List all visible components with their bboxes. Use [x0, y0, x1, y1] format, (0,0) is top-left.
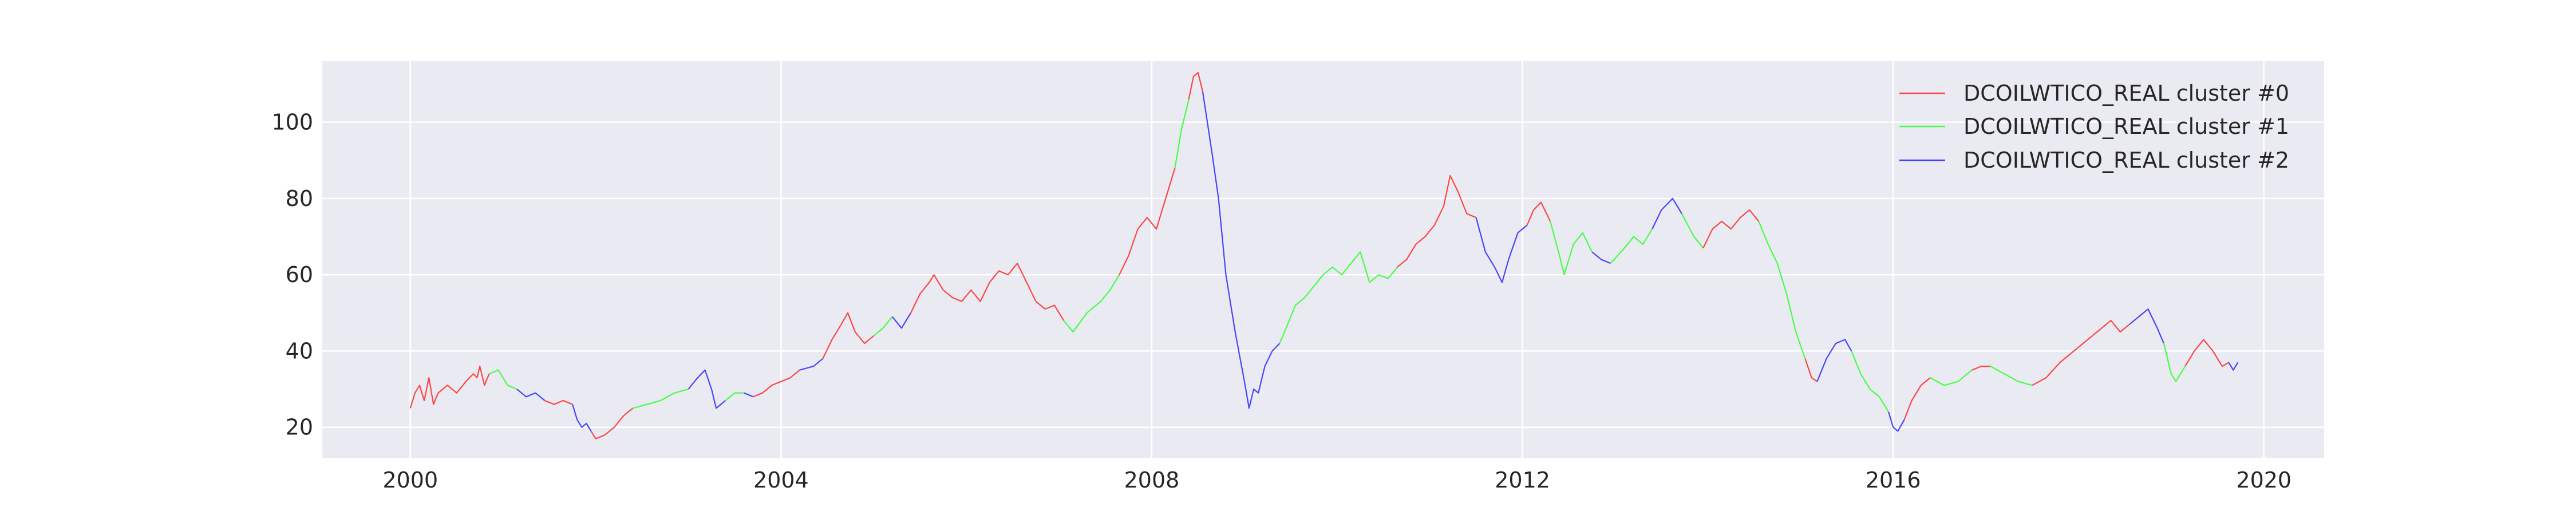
series-line-cluster-0 — [1526, 201, 1551, 225]
series-line-cluster-0 — [822, 312, 874, 359]
series-line-cluster-0 — [544, 399, 573, 405]
series-line-cluster-1 — [633, 389, 689, 409]
x-tick-label: 2008 — [1124, 468, 1180, 493]
series-line-cluster-2 — [1652, 197, 1682, 229]
legend-label-cluster-0: DCOILWTICO_REAL cluster #0 — [1963, 81, 2289, 106]
legend: DCOILWTICO_REAL cluster #0 DCOILWTICO_RE… — [1899, 81, 2289, 173]
series-line-cluster-1 — [1610, 228, 1653, 264]
legend-label-cluster-1: DCOILWTICO_REAL cluster #1 — [1963, 114, 2289, 139]
x-tick-label: 2020 — [2236, 468, 2291, 493]
series-line-cluster-1 — [1681, 213, 1704, 249]
series-line-cluster-2 — [516, 389, 546, 401]
series-line-cluster-1 — [2163, 343, 2186, 382]
plot-background — [322, 61, 2324, 458]
series-line-cluster-1 — [725, 392, 744, 401]
series-line-cluster-0 — [1702, 209, 1760, 248]
series-line-cluster-2 — [1816, 339, 1852, 382]
series-lines — [409, 72, 2239, 439]
series-line-cluster-1 — [1063, 274, 1120, 333]
y-tick-label: 100 — [271, 110, 313, 135]
y-axis-ticks: 20 40 60 80 100 — [271, 110, 313, 440]
x-tick-label: 2016 — [1866, 468, 1921, 493]
series-line-cluster-0 — [409, 365, 490, 409]
series-line-cluster-2 — [2129, 308, 2164, 344]
x-tick-label: 2004 — [753, 468, 809, 493]
series-line-cluster-0 — [1397, 175, 1477, 268]
series-line-cluster-0 — [753, 369, 800, 398]
series-line-cluster-1 — [1758, 221, 1806, 359]
series-line-cluster-1 — [1930, 369, 1973, 386]
series-line-cluster-2 — [799, 358, 823, 371]
series-line-cluster-1 — [1851, 350, 1890, 413]
series-line-cluster-0 — [590, 407, 634, 439]
series-line-cluster-0 — [1188, 72, 1204, 100]
series-line-cluster-0 — [1903, 377, 1931, 420]
series-line-cluster-1 — [1550, 221, 1593, 276]
series-line-cluster-1 — [1990, 366, 2033, 386]
series-line-cluster-0 — [2032, 319, 2130, 386]
series-line-cluster-0 — [910, 263, 1065, 321]
x-axis-ticks: 2000 2004 2008 2012 2016 2020 — [382, 468, 2291, 493]
series-line-cluster-2 — [744, 392, 754, 398]
series-line-cluster-0 — [1804, 358, 1818, 382]
series-line-cluster-1 — [488, 369, 517, 390]
series-line-cluster-1 — [873, 316, 893, 336]
series-line-cluster-1 — [1279, 251, 1398, 344]
series-line-cluster-0 — [1119, 168, 1176, 275]
series-line-cluster-2 — [1591, 251, 1611, 264]
grid — [322, 61, 2324, 458]
series-line-cluster-2 — [1475, 217, 1528, 283]
y-tick-label: 60 — [286, 262, 313, 287]
series-line-cluster-2 — [1888, 411, 1905, 432]
series-line-cluster-2 — [688, 369, 726, 409]
x-tick-label: 2012 — [1495, 468, 1550, 493]
series-line-cluster-0 — [1971, 365, 1991, 371]
y-tick-label: 40 — [286, 338, 313, 363]
legend-label-cluster-2: DCOILWTICO_REAL cluster #2 — [1963, 148, 2289, 173]
series-line-cluster-0 — [2184, 339, 2229, 367]
series-line-cluster-1 — [1174, 99, 1190, 168]
series-line-cluster-2 — [572, 404, 592, 431]
y-tick-label: 20 — [286, 415, 313, 440]
series-line-cluster-2 — [1202, 92, 1281, 409]
y-tick-label: 80 — [286, 186, 313, 211]
series-line-cluster-2 — [891, 312, 912, 329]
x-tick-label: 2000 — [382, 468, 438, 493]
series-line-cluster-2 — [2228, 362, 2239, 371]
